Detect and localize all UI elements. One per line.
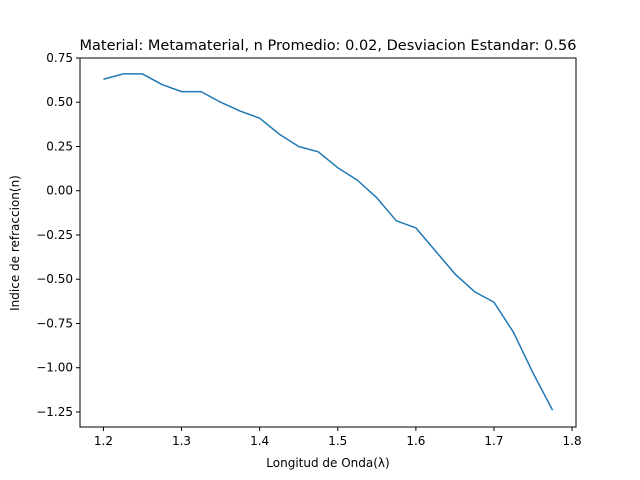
axes-frame [79,57,577,428]
x-axis-label: Longitud de Onda(λ) [266,456,389,470]
x-tick-label: 1.3 [172,434,191,448]
y-axis: 0.75 0.50 0.25 0.00 −0.25 −0.50 −0.75 −1.00 −1.2… [36,51,80,419]
y-tick-label: 0.25 [46,139,73,153]
y-tick-label: 0.50 [46,95,73,109]
y-tick-label: −0.50 [36,272,73,286]
x-axis: 1.2 1.3 1.4 1.5 1.6 1.7 1.8 [94,427,582,448]
x-tick-label: 1.2 [94,434,113,448]
series-line [103,73,554,411]
y-tick-label: −0.25 [36,228,73,242]
x-tick-label: 1.5 [328,434,347,448]
y-tick-label: 0.75 [46,51,73,65]
x-tick-label: 1.8 [563,434,582,448]
y-tick-label: 0.00 [46,184,73,198]
y-tick-label: −0.75 [36,316,73,330]
x-tick-label: 1.4 [250,434,269,448]
chart-title: Material: Metamaterial, n Promedio: 0.02… [80,38,577,54]
y-tick-label: −1.00 [36,361,73,375]
plot-area [103,73,554,411]
x-tick-label: 1.6 [406,434,425,448]
x-tick-label: 1.7 [484,434,503,448]
y-tick-label: −1.25 [36,405,73,419]
y-axis-label: Indice de refraccion(n) [8,175,22,311]
